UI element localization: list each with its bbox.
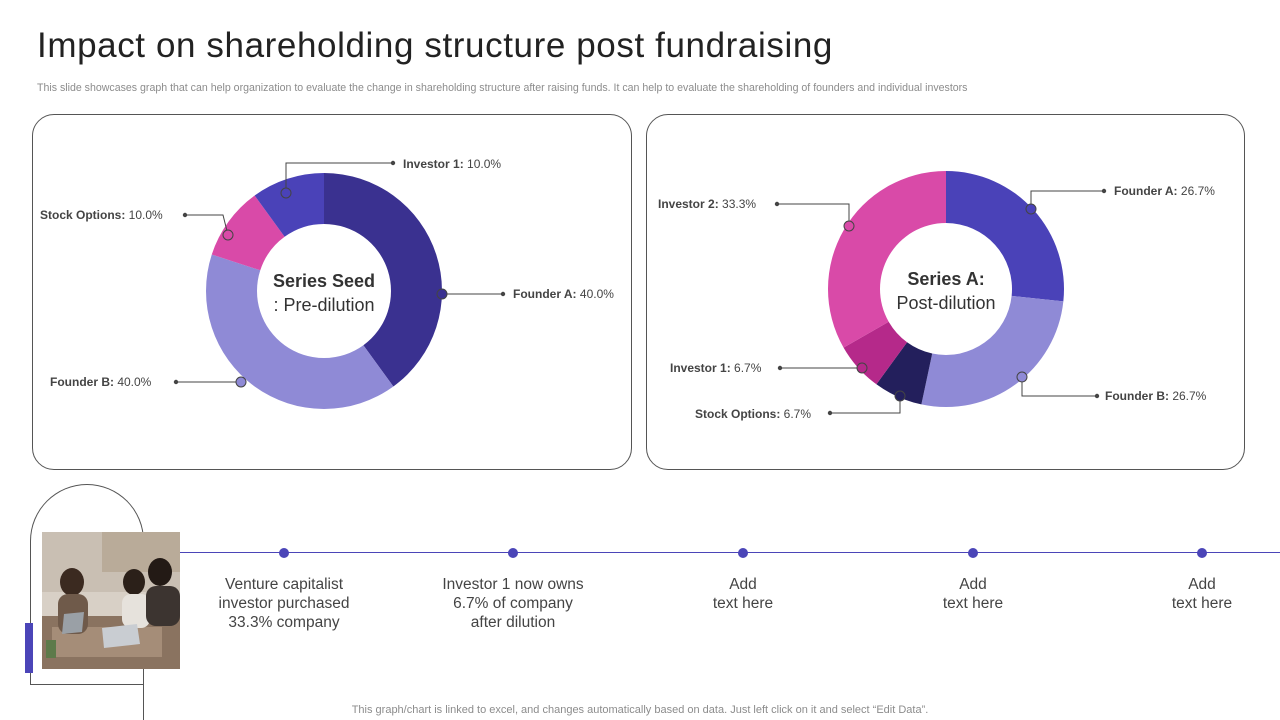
donut-slice-investor-1[interactable] (254, 173, 324, 237)
seed-donut-chart[interactable]: Series Seed : Pre-dilution Founder A: 40.0… (33, 115, 633, 471)
slice-marker-founder-a (436, 288, 448, 300)
timeline-item-text: Add text here (712, 576, 774, 612)
timeline-item-text: Add text here (1171, 576, 1233, 612)
donut-center-title: Series Seed (273, 271, 375, 291)
slice-label-investor-1: Investor 1: 10.0% (403, 157, 501, 171)
leader-line-investor-2 (777, 203, 850, 226)
donut-slice-stock-options[interactable] (211, 195, 285, 271)
donut-center-subtitle: Post-dilution (896, 293, 995, 313)
donut-slice-investor-2[interactable] (828, 171, 946, 348)
timeline-item-text: Venture capitalist investor purchased 33… (218, 576, 350, 631)
page-subtitle: This slide showcases graph that can help… (37, 82, 968, 94)
timeline-dot (968, 548, 978, 558)
timeline-line (180, 552, 1280, 553)
leader-line-investor-1 (285, 162, 393, 193)
slice-marker-stock-options (894, 390, 906, 402)
slice-marker-investor-1 (856, 362, 868, 374)
decorative-accent-bar (25, 623, 33, 673)
donut-center-title: Series A: (907, 269, 984, 289)
series-a-chart-panel: Series A: Post-dilution Founder A: 26.7% Fo… (646, 114, 1245, 470)
slice-label-investor-1: Investor 1: 6.7% (670, 361, 762, 375)
team-photo (42, 532, 180, 669)
leader-end-dot (777, 365, 783, 371)
donut-slice-founder-a[interactable] (946, 171, 1064, 302)
leader-end-dot (390, 160, 396, 166)
slice-marker-founder-b (235, 376, 247, 388)
timeline-item-text: Investor 1 now owns 6.7% of company afte… (442, 576, 584, 631)
donut-slice-founder-a[interactable] (324, 173, 443, 387)
timeline-dot (1197, 548, 1207, 558)
timeline-dot (279, 548, 289, 558)
leader-end-dot (827, 410, 833, 416)
leader-end-dot (1101, 188, 1107, 194)
leader-end-dot (182, 212, 188, 218)
leader-line-stock-options (185, 214, 229, 236)
decorative-vertical-line (143, 668, 144, 720)
series-a-donut-chart[interactable]: Series A: Post-dilution Founder A: 26.7% Fo… (647, 115, 1246, 471)
leader-end-dot (173, 379, 179, 385)
slice-marker-investor-2 (843, 220, 855, 232)
seed-chart-panel: Series Seed : Pre-dilution Founder A: 40.0… (32, 114, 632, 470)
leader-line-founder-b (1021, 377, 1097, 397)
donut-slice-stock-options[interactable] (876, 342, 933, 405)
leader-end-dot (774, 201, 780, 207)
leader-line-stock-options (830, 396, 901, 414)
slice-label-investor-2: Investor 2: 33.3% (658, 197, 756, 211)
slice-label-founder-b: Founder B: 26.7% (1105, 389, 1207, 403)
slice-label-founder-a: Founder A: 26.7% (1114, 184, 1215, 198)
slice-marker-founder-b (1016, 371, 1028, 383)
donut-center (881, 224, 1011, 354)
footer-note: This graph/chart is linked to excel, and… (351, 704, 929, 716)
donut-center-subtitle: : Pre-dilution (273, 295, 374, 315)
timeline-dot (508, 548, 518, 558)
slice-marker-stock-options (222, 229, 234, 241)
donut-center (258, 225, 390, 357)
leader-end-dot (500, 291, 506, 297)
timeline-dot (738, 548, 748, 558)
donut-slice-founder-b[interactable] (921, 295, 1064, 407)
slice-label-stock-options: Stock Options: 6.7% (695, 407, 811, 421)
slice-label-founder-b: Founder B: 40.0% (50, 375, 152, 389)
slice-marker-founder-a (1025, 203, 1037, 215)
slice-label-founder-a: Founder A: 40.0% (513, 287, 614, 301)
slice-marker-investor-1 (280, 187, 292, 199)
leader-end-dot (1094, 393, 1100, 399)
timeline-item-text: Add text here (942, 576, 1004, 612)
page-title: Impact on shareholding structure post fu… (37, 26, 833, 65)
slice-label-stock-options: Stock Options: 10.0% (40, 208, 163, 222)
decorative-bottom-line (30, 684, 144, 685)
donut-slice-founder-b[interactable] (205, 254, 394, 410)
leader-line-founder-a (1030, 190, 1104, 209)
